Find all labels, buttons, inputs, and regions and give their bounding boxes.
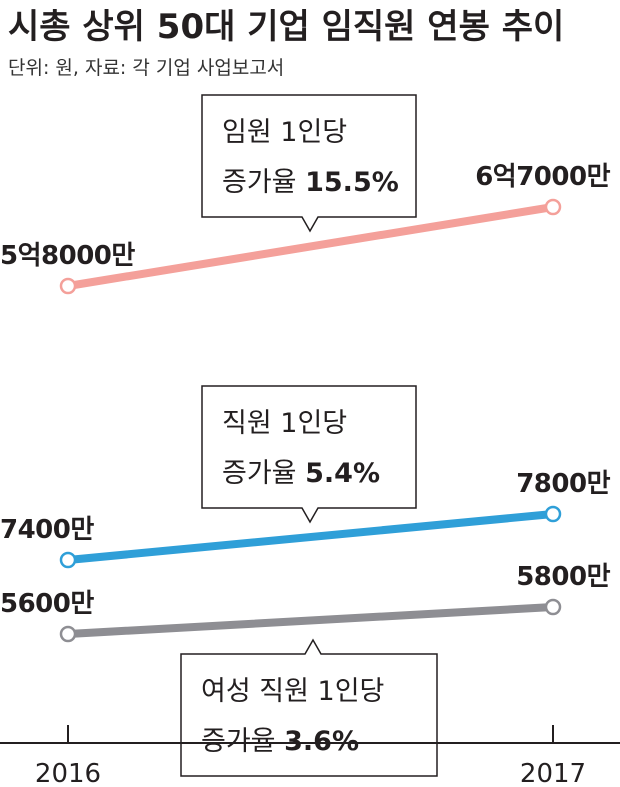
point-exec-2017 (544, 198, 562, 216)
callout-rate-female: 증가율 3.6% (201, 726, 359, 757)
point-staff-2016 (59, 551, 77, 569)
x-tick-label-2017: 2017 (520, 759, 586, 787)
x-tick-label-2016: 2016 (35, 759, 101, 787)
point-female-2017 (544, 598, 562, 616)
callout-title-female: 여성 직원 1인당 (201, 676, 384, 707)
series-line-staff (64, 510, 557, 564)
value-label-exec-2016: 5억8000만 (0, 241, 135, 271)
point-exec-2016 (59, 277, 77, 295)
value-label-female-2017: 5800만 (516, 562, 610, 592)
series-line-exec (64, 203, 557, 290)
value-label-staff-2017: 7800만 (516, 469, 610, 499)
callout-title-staff: 직원 1인당 (222, 408, 347, 439)
callout-rate-exec: 증가율 15.5% (222, 167, 399, 198)
value-label-exec-2017: 6억7000만 (475, 162, 610, 192)
callout-title-exec: 임원 1인당 (222, 117, 347, 148)
point-staff-2017 (544, 505, 562, 523)
point-female-2016 (59, 625, 77, 643)
chart-title: 시총 상위 50대 기업 임직원 연봉 추이 (8, 7, 564, 47)
value-label-staff-2016: 7400만 (0, 515, 94, 545)
callout-box-exec (201, 94, 417, 233)
callout-box-staff (201, 385, 417, 524)
series-line-female (64, 603, 557, 638)
value-label-female-2016: 5600만 (0, 589, 94, 619)
callout-rate-staff: 증가율 5.4% (222, 458, 380, 489)
x-axis: 2016 2017 (0, 725, 620, 787)
chart-subtitle: 단위: 원, 자료: 각 기업 사업보고서 (8, 57, 284, 79)
